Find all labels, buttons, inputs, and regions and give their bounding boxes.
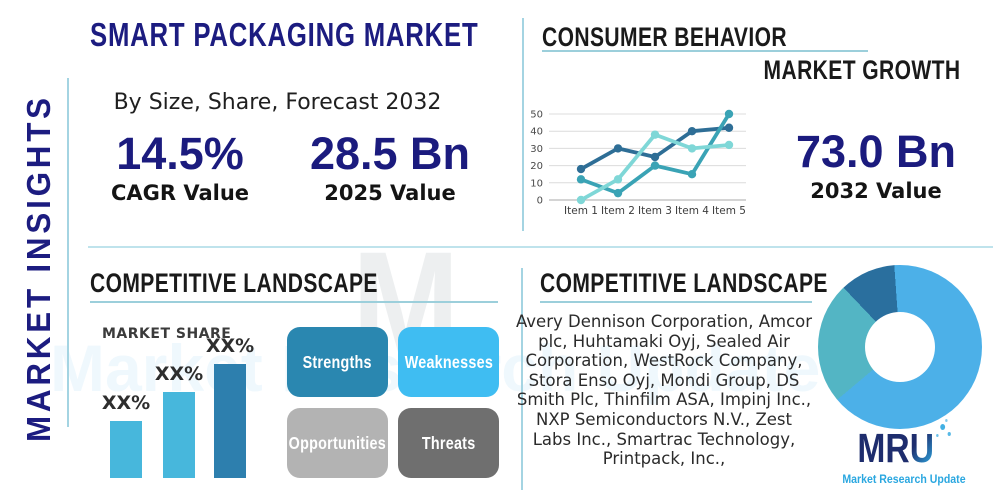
consumer-behavior-title: CONSUMER BEHAVIOR <box>542 22 787 52</box>
brand-tagline: Market Research Update <box>842 472 966 486</box>
svg-text:Item 1: Item 1 <box>564 205 598 217</box>
svg-text:10: 10 <box>530 178 543 189</box>
consumer-behavior-underline <box>542 50 868 52</box>
cagr-label: CAGR Value <box>110 181 250 206</box>
market-growth-title: MARKET GROWTH <box>763 55 960 85</box>
stat-2032-value: 73.0 Bn 2032 Value <box>795 126 957 204</box>
market-share-bar <box>214 364 246 478</box>
top-right-accent-line <box>522 18 524 231</box>
market-share-label: MARKET SHARE <box>102 326 232 342</box>
horizontal-divider <box>88 246 993 248</box>
left-accent-line <box>67 78 69 427</box>
company-list: Avery Dennison Corporation, Amcor plc, H… <box>515 312 813 469</box>
svg-text:0: 0 <box>537 196 543 207</box>
logo-splash-dot <box>936 434 939 437</box>
swot-opportunities-box: Opportunities <box>287 408 388 478</box>
swot-strengths-label: Strengths <box>302 351 373 372</box>
svg-text:Item 4: Item 4 <box>675 205 709 217</box>
logo-splash-dot <box>940 424 946 430</box>
brand-logo-mark: MRU <box>857 419 952 471</box>
swot-strengths-box: Strengths <box>287 327 388 397</box>
market-share-bar <box>110 421 142 478</box>
bar-value-label: XX% <box>101 392 151 414</box>
line-chart: 0 10 20 30 40 50 Item 1 Item 2 Item 3 Item 4 Item … <box>530 110 746 217</box>
swot-grid: Strengths Weaknesses Opportunities Threa… <box>287 327 499 478</box>
svg-text:20: 20 <box>530 161 543 172</box>
swot-threats-box: Threats <box>398 408 499 478</box>
svg-text:Item 3: Item 3 <box>638 205 672 217</box>
logo-splash-dot <box>945 419 948 422</box>
stat-2025-value: 28.5 Bn 2025 Value <box>305 128 475 206</box>
logo-splash-dot <box>947 432 952 436</box>
bar-chart: XX% XX% XX% <box>100 335 270 478</box>
logo-letters-mr: MR <box>857 425 911 471</box>
stat-cagr: 14.5% CAGR Value <box>95 128 265 206</box>
donut-chart <box>818 265 982 429</box>
swot-weaknesses-box: Weaknesses <box>398 327 499 397</box>
value-2025: 28.5 Bn <box>309 128 471 179</box>
competitive-landscape-left-title: COMPETITIVE LANDSCAPE <box>90 268 378 298</box>
logo-letter-u: U <box>910 425 935 471</box>
market-share-bar <box>163 392 195 478</box>
svg-text:50: 50 <box>530 110 543 121</box>
swot-threats-label: Threats <box>421 432 476 453</box>
swot-opportunities-label: Opportunities <box>288 432 387 453</box>
bar-value-label: XX% <box>154 363 204 385</box>
value-2032: 73.0 Bn <box>795 126 957 177</box>
svg-text:30: 30 <box>530 144 543 155</box>
page-title: SMART PACKAGING MARKET <box>90 16 479 53</box>
bottom-right-accent-line <box>521 268 523 490</box>
brand-logo: MRU Market Research Update <box>835 419 966 486</box>
label-2032: 2032 Value <box>810 179 942 204</box>
competitive-landscape-right-title: COMPETITIVE LANDSCAPE <box>540 268 828 298</box>
cagr-value: 14.5% <box>116 128 244 179</box>
donut-hole <box>865 312 935 382</box>
label-2025: 2025 Value <box>324 181 456 206</box>
bar-value-label: XX% <box>205 335 255 357</box>
swot-weaknesses-label: Weaknesses <box>404 351 493 372</box>
sidebar-vertical-label: MARKET INSIGHTS <box>20 94 57 443</box>
page-subtitle: By Size, Share, Forecast 2032 <box>113 90 442 115</box>
svg-text:Item 5: Item 5 <box>712 205 746 217</box>
svg-text:40: 40 <box>530 127 543 138</box>
svg-text:Item 2: Item 2 <box>601 205 635 217</box>
competitive-landscape-right-underline <box>540 301 812 303</box>
competitive-landscape-left-underline <box>90 301 498 303</box>
